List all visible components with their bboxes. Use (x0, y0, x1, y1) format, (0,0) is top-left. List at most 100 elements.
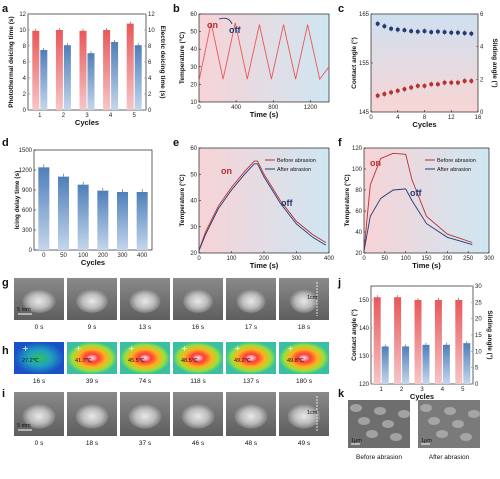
chart-j-xtick-label: 4 (441, 387, 445, 393)
chart-c-point-contact (422, 29, 427, 34)
chart-e-annotation-on: on (221, 166, 232, 176)
chart-d-ytick-label: 1500 (19, 148, 33, 154)
sem-texture-blob (350, 404, 362, 412)
chart-c-ytick-label: 165 (359, 12, 370, 18)
thermal-temp-label: 49.8℃ (287, 358, 305, 364)
chart-c-point-contact (415, 29, 420, 34)
sem-texture-blob (366, 430, 378, 438)
droplet-shape (181, 403, 215, 429)
chart-d-bar (117, 192, 128, 250)
chart-a-xtick-label: 4 (109, 113, 113, 119)
chart-a-ytick-label: 4 (23, 76, 27, 82)
chart-b-annotation-on: on (207, 20, 218, 30)
sem-scale-label: 1μm (421, 438, 432, 444)
chart-f-ytick-label: 80 (355, 188, 362, 194)
chart-c-point-contact (402, 28, 407, 33)
chart-b-ytick-label: 10 (190, 100, 197, 106)
thermal-image (226, 342, 276, 374)
droplet-shape (22, 289, 56, 313)
chart-a-bar (40, 50, 48, 110)
photo-strip-g: 5 mm 0 s 9 s 13 s 16 s 17 s 1cm 18 s (14, 278, 329, 331)
chart-e-series-line (198, 160, 327, 251)
chart-a-right-ytick-label: 4 (148, 76, 152, 82)
chart-j-y2label: Sliding angle (°) (486, 310, 494, 359)
chart-c-point-sliding (435, 82, 440, 87)
chart-c-right-ytick-label: 0 (480, 110, 484, 116)
chart-e-xlabel: Time (s) (250, 261, 279, 270)
thermal-temp-label: 45.5℃ (128, 358, 146, 364)
droplet-shape (76, 289, 108, 313)
time-caption: 13 s (139, 324, 152, 331)
chart-b-annotation-off: off (229, 25, 241, 35)
sem-texture-blob (382, 420, 394, 428)
chart-b-xtick-label: 400 (231, 105, 242, 111)
chart-a-right-ytick-label: 2 (148, 92, 152, 98)
scale-bar-label: 5 mm (17, 423, 31, 429)
chart-c-point-sliding (409, 85, 414, 90)
panel-e-bg (199, 148, 329, 253)
chart-j-right-ytick-label: 10 (475, 349, 482, 355)
sem-texture-blob (444, 407, 456, 415)
time-caption: 0 s (35, 324, 44, 331)
crosshair-icon: + (234, 344, 241, 353)
chart-j-bar (381, 346, 389, 384)
panel-label-d: d (2, 137, 9, 149)
chart-c-point-contact (382, 24, 387, 29)
chart-c-point-contact (455, 30, 460, 35)
chart-c-point-sliding (455, 80, 460, 85)
droplet-shape (236, 289, 266, 313)
chart-d-bar (97, 190, 109, 250)
chart-c-point-sliding (375, 93, 380, 98)
thermal-strip-h: 27.2℃ +16 s 41.7℃ +39 s 45.5℃ +74 s 48.5℃ +118 … (14, 342, 329, 385)
sem-texture-blob (436, 430, 448, 438)
chart-c-point-contact (409, 29, 414, 34)
time-caption: 17 s (245, 324, 258, 331)
chart-b-xlabel: Time (s) (250, 110, 279, 119)
panel-label-h: h (2, 345, 9, 357)
chart-a-bar (79, 30, 87, 110)
sem-texture-blob (460, 433, 472, 441)
chart-f-xtick-label: 100 (401, 256, 412, 262)
chart-e-xtick-label: 200 (259, 256, 270, 262)
thermal-image (14, 342, 64, 374)
crosshair-icon: + (181, 344, 188, 353)
chart-b-ytick-label: 60 (190, 12, 197, 18)
thermal-image (67, 342, 117, 374)
chart-f-annotation-off: off (410, 188, 422, 198)
chart-e-xtick-label: 400 (324, 256, 335, 262)
chart-j-bar (422, 344, 430, 384)
chart-c-point-contact (375, 21, 380, 26)
chart-e-legend-label: Before abrasion (277, 158, 316, 164)
chart-a-xlabel: Cycles (75, 118, 99, 127)
sem-images-k: 1μm Before abrasion 1μm After abrasion (348, 400, 480, 461)
chart-f-xtick-label: 300 (484, 256, 495, 262)
panel-labels: a b c d e f g h i j k (2, 3, 345, 400)
droplet-shape (128, 403, 162, 429)
chart-e-ytick-label: 60 (190, 146, 197, 152)
time-caption: 37 s (139, 440, 152, 447)
chart-e-ylabel: Temperature (°C) (178, 174, 186, 226)
chart-b-ylabel: Temperature (°C) (178, 32, 186, 84)
droplet-shape (287, 403, 321, 429)
sem-texture-blob (374, 407, 386, 415)
chart-e-series-line (198, 163, 327, 251)
chart-c-point-sliding (422, 83, 427, 88)
thermal-temp-label: 49.2℃ (234, 358, 252, 364)
chart-j-bar (394, 297, 402, 384)
chart-a-xtick-label: 2 (62, 113, 66, 119)
chart-a-right-ytick-label: 6 (148, 60, 152, 66)
thermal-temp-label: 41.7℃ (75, 358, 93, 364)
chart-a-bar (126, 23, 134, 111)
droplet-shape (22, 403, 56, 429)
chart-j-ytick-label: 140 (359, 326, 370, 332)
chart-f-ytick-label: 120 (352, 146, 363, 152)
chart-j-bar (414, 300, 422, 384)
panel-label-j: j (337, 277, 341, 289)
time-caption: 74 s (139, 378, 152, 385)
time-caption: 16 s (33, 378, 46, 385)
panel-label-f: f (338, 137, 342, 149)
chart-j-bar (373, 297, 381, 384)
chart-a-right-ytick-label: 8 (148, 44, 152, 50)
chart-d-ytick-label: 300 (22, 228, 33, 234)
chart-f-legend-label: After abrasion (437, 167, 471, 173)
